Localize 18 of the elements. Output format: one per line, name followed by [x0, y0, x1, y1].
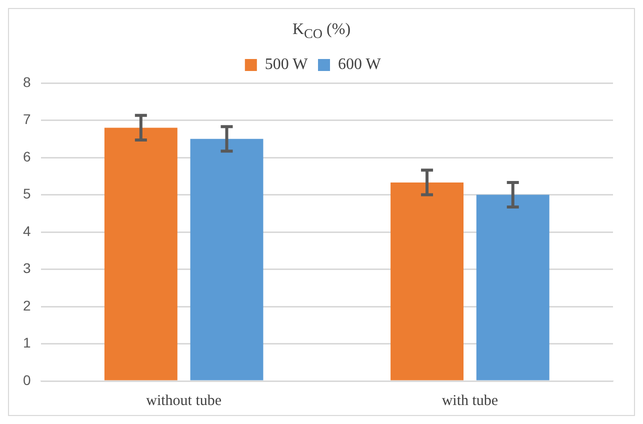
y-tick-label: 8	[22, 74, 31, 90]
y-tick-label: 6	[22, 148, 31, 164]
y-tick-label: 4	[22, 222, 31, 239]
bar	[476, 194, 550, 380]
chart-title: K$_{CO}$ (%)	[291, 20, 352, 43]
y-tick-label: 0	[22, 372, 31, 388]
legend-label: 500 W	[264, 56, 309, 74]
bar	[190, 138, 264, 380]
y-tick-label: 7	[22, 111, 31, 128]
bar	[390, 182, 464, 380]
y-tick-label: 1	[22, 334, 31, 351]
y-tick-label: 5	[22, 186, 31, 202]
bar	[104, 128, 178, 380]
y-tick-label: 2	[22, 297, 31, 314]
y-tick-label: 3	[22, 260, 31, 276]
x-tick-label: without tube	[146, 392, 222, 409]
x-tick-label: with tube	[442, 392, 498, 409]
legend-label: 600 W	[338, 56, 382, 74]
